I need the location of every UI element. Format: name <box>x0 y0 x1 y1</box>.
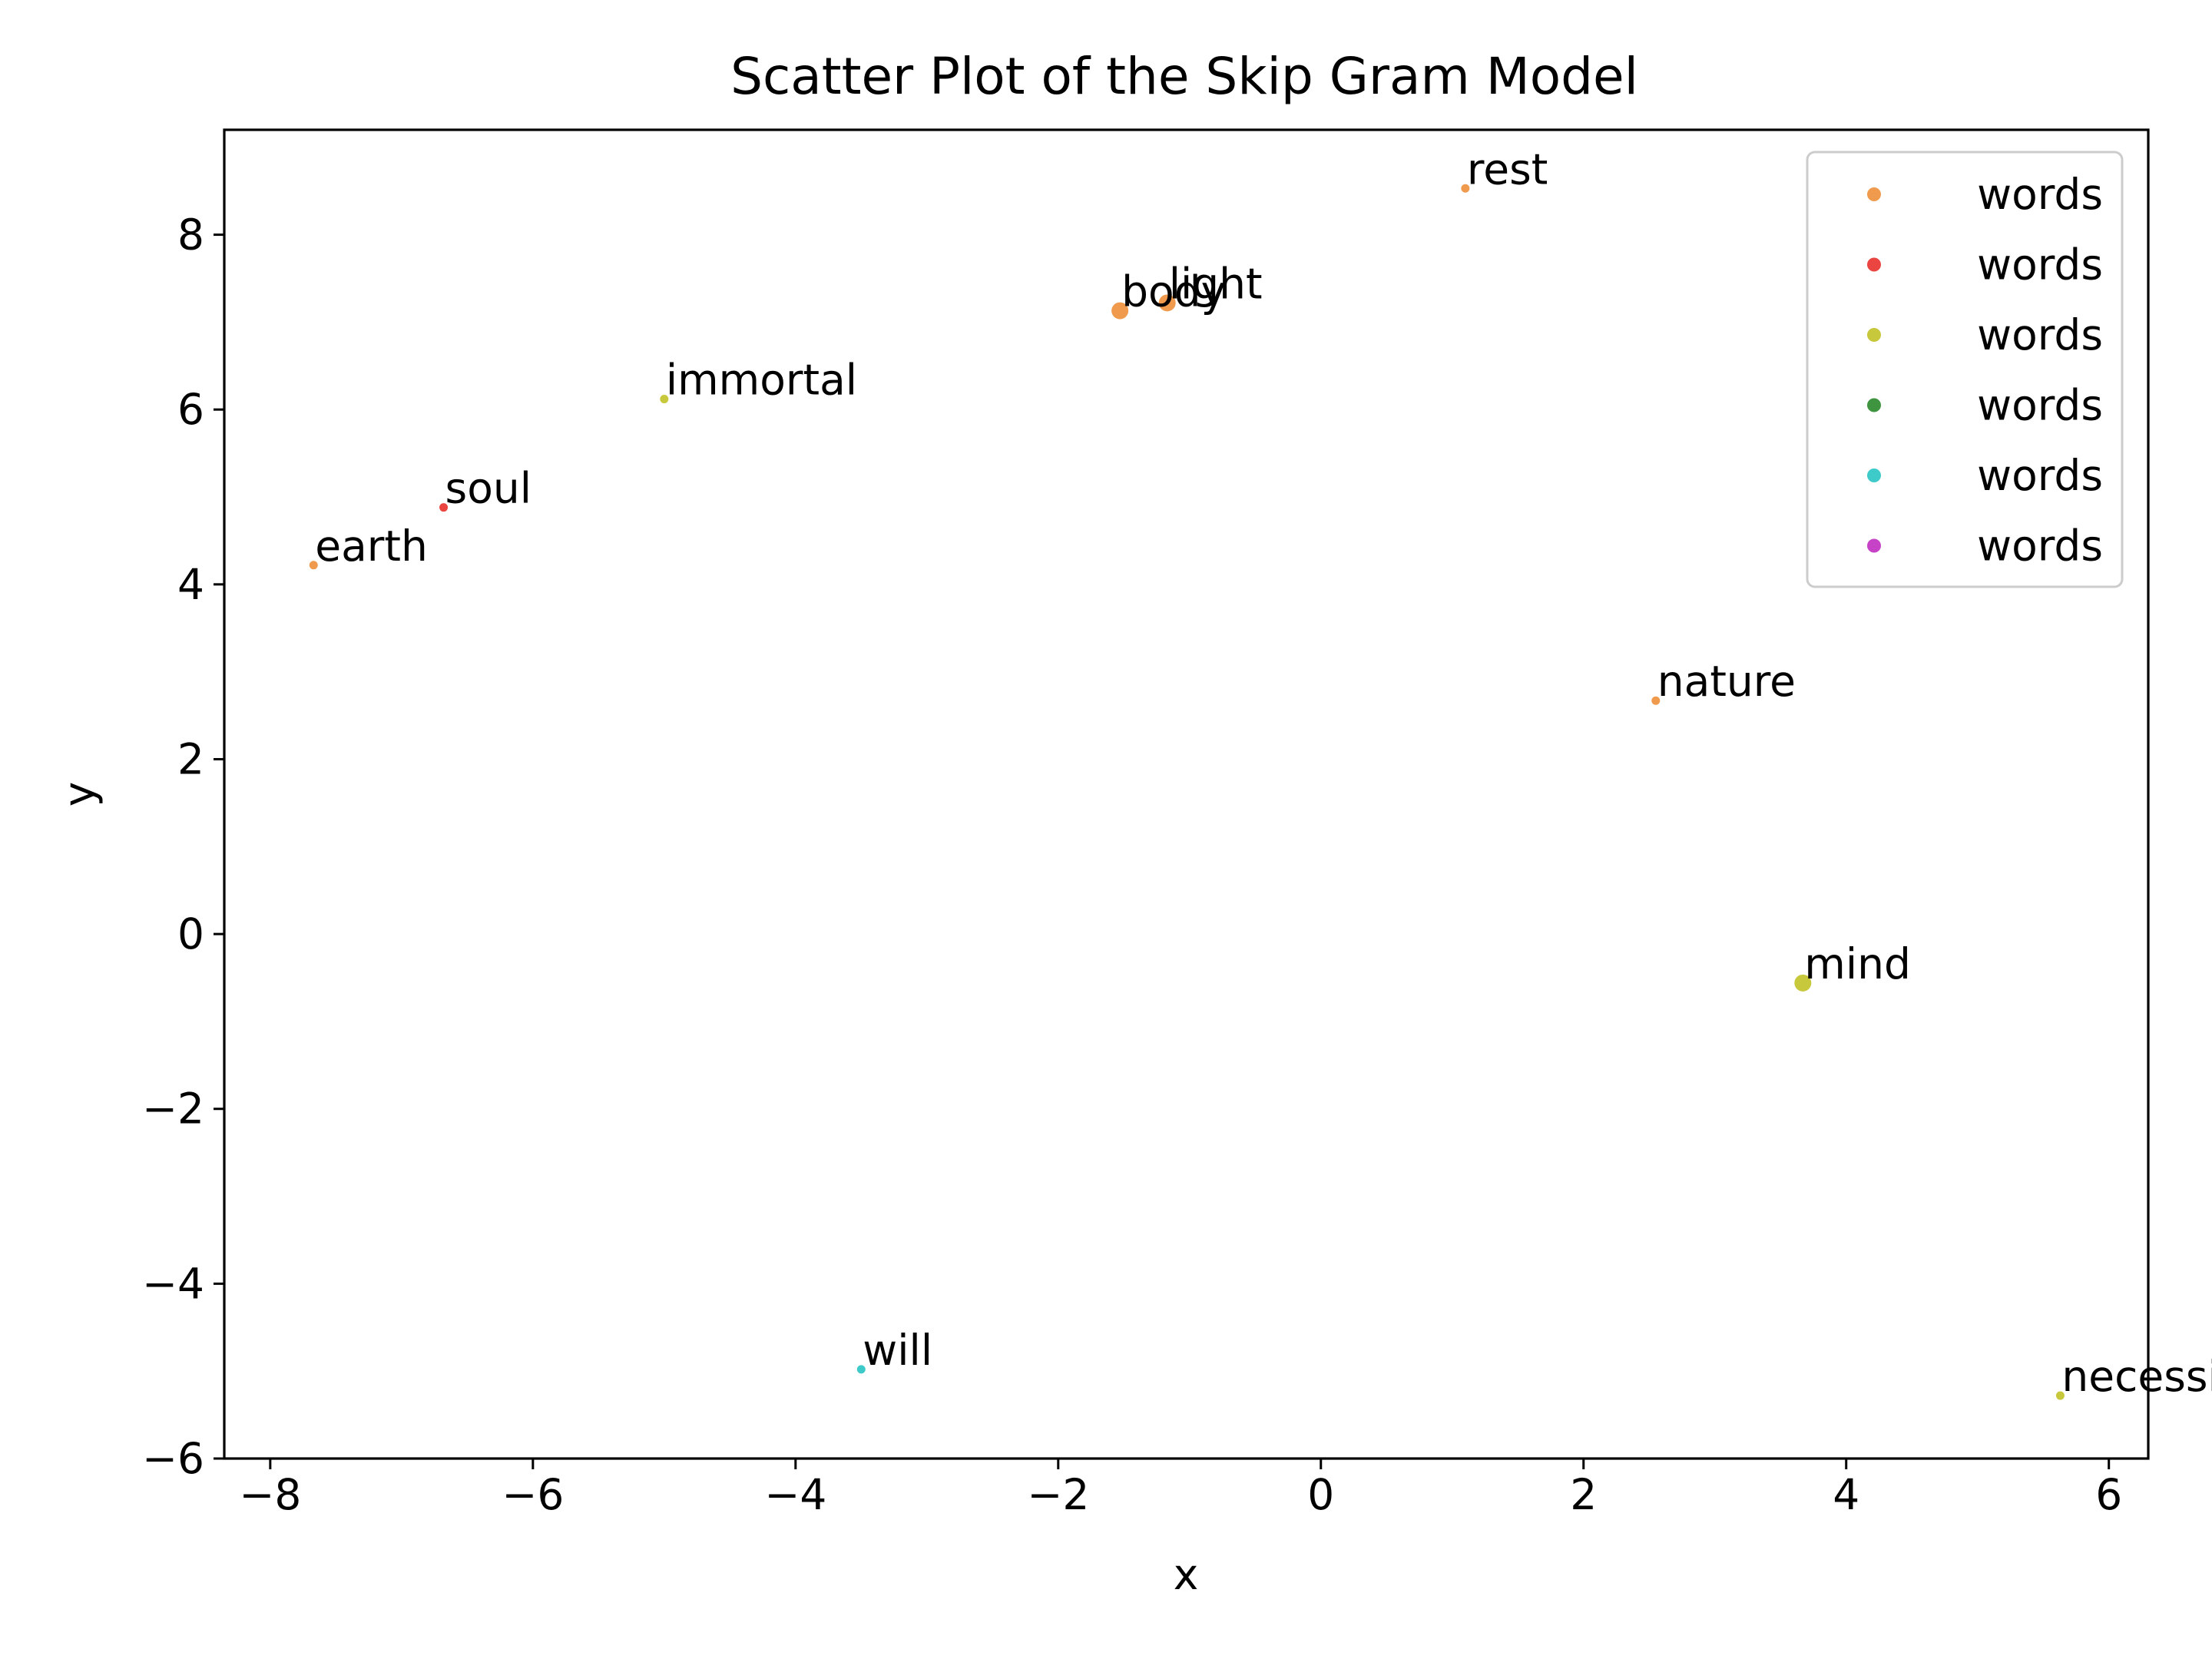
legend: words words words words words words <box>1806 151 2124 588</box>
y-tick-label: −2 <box>142 1084 204 1134</box>
legend-label: words <box>1977 310 2103 359</box>
x-tick-label: 0 <box>1307 1470 1334 1519</box>
point-label-light: light <box>1169 259 1263 308</box>
legend-label: words <box>1977 381 2103 430</box>
point-label-body: body <box>1121 267 1226 316</box>
data-point-soul <box>439 503 449 512</box>
data-point-body <box>1111 302 1129 320</box>
chart-title: Scatter Plot of the Skip Gram Model <box>730 47 1638 106</box>
point-label-will: will <box>863 1326 932 1375</box>
x-tick-label: −8 <box>239 1470 301 1519</box>
point-label-nature: nature <box>1657 657 1796 706</box>
data-point-light <box>1158 294 1176 312</box>
y-tick-label: 8 <box>177 210 204 260</box>
legend-marker <box>1867 538 1881 553</box>
y-tick-label: 0 <box>177 909 204 959</box>
y-tick-label: −6 <box>142 1434 204 1483</box>
legend-marker <box>1867 187 1881 201</box>
point-label-immortal: immortal <box>666 356 857 405</box>
y-tick-label: 2 <box>177 734 204 783</box>
legend-label: words <box>1977 522 2103 571</box>
legend-marker <box>1867 257 1881 272</box>
legend-label: words <box>1977 170 2103 219</box>
data-point-will <box>856 1365 866 1374</box>
point-label-soul: soul <box>445 464 531 513</box>
point-label-necessity: necessity <box>2061 1352 2212 1401</box>
y-axis-label: y <box>55 782 104 807</box>
data-point-rest <box>1461 184 1470 193</box>
plot-area-frame <box>223 128 2150 1460</box>
legend-box <box>1806 151 2124 588</box>
data-point-necessity <box>2055 1391 2065 1400</box>
y-tick-label: 4 <box>177 560 204 609</box>
legend-marker <box>1867 398 1881 412</box>
legend-marker <box>1867 328 1881 342</box>
point-label-earth: earth <box>315 522 428 571</box>
y-tick-label: −4 <box>142 1259 204 1308</box>
point-label-rest: rest <box>1467 144 1548 194</box>
x-axis-ticks: −8 −6 −4 −2 0 2 4 6 <box>239 1459 2122 1519</box>
y-tick-label: 6 <box>177 385 204 434</box>
legend-label: words <box>1977 240 2103 290</box>
data-point-mind <box>1794 974 1812 992</box>
x-tick-label: −4 <box>764 1470 826 1519</box>
point-label-mind: mind <box>1804 939 1911 988</box>
x-tick-label: 2 <box>1570 1470 1597 1519</box>
y-axis-ticks: −6 −4 −2 0 2 4 6 8 <box>142 210 224 1483</box>
data-point-immortal <box>660 395 669 404</box>
data-point-earth <box>309 561 318 570</box>
x-tick-label: −6 <box>502 1470 564 1519</box>
x-axis-label: x <box>1174 1550 1199 1599</box>
x-tick-label: −2 <box>1027 1470 1089 1519</box>
x-tick-label: 4 <box>1833 1470 1859 1519</box>
data-points <box>309 184 2065 1400</box>
data-point-nature <box>1651 696 1661 705</box>
legend-marker <box>1867 469 1881 482</box>
legend-label: words <box>1977 451 2103 500</box>
x-tick-label: 6 <box>2095 1470 2122 1519</box>
